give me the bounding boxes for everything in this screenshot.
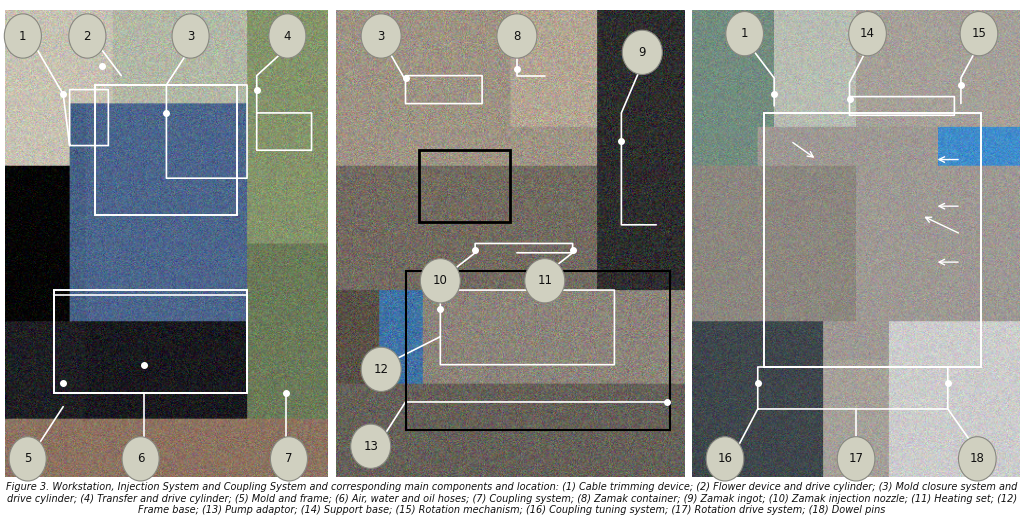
Text: 4: 4: [284, 30, 291, 42]
Text: 16: 16: [718, 452, 732, 465]
Ellipse shape: [958, 437, 996, 481]
Bar: [420, 150, 510, 223]
Text: 17: 17: [849, 452, 863, 465]
Bar: [764, 113, 981, 367]
Text: 3: 3: [378, 30, 385, 42]
Ellipse shape: [9, 437, 46, 481]
Text: 14: 14: [860, 27, 876, 40]
Text: 10: 10: [433, 274, 447, 287]
Text: 9: 9: [639, 46, 646, 59]
Ellipse shape: [4, 14, 41, 58]
Ellipse shape: [361, 347, 401, 392]
Text: Figure 3. Workstation, Injection System and Coupling System and corresponding ma: Figure 3. Workstation, Injection System …: [6, 482, 1018, 515]
Text: 15: 15: [972, 27, 986, 40]
Ellipse shape: [361, 14, 401, 58]
Ellipse shape: [961, 11, 997, 56]
Text: 1: 1: [741, 27, 749, 40]
Bar: [95, 85, 238, 215]
Ellipse shape: [707, 437, 743, 481]
Text: 11: 11: [538, 274, 552, 287]
Text: 7: 7: [286, 452, 293, 465]
Ellipse shape: [524, 258, 565, 303]
Text: 1: 1: [19, 30, 27, 42]
Ellipse shape: [726, 11, 764, 56]
Ellipse shape: [497, 14, 537, 58]
Ellipse shape: [849, 11, 887, 56]
Text: 12: 12: [374, 363, 389, 376]
Ellipse shape: [172, 14, 209, 58]
Text: 8: 8: [513, 30, 520, 42]
Ellipse shape: [350, 424, 391, 468]
Bar: [53, 290, 247, 393]
Text: 3: 3: [187, 30, 195, 42]
Text: 2: 2: [84, 30, 91, 42]
Text: 13: 13: [364, 440, 378, 453]
Ellipse shape: [122, 437, 159, 481]
Text: 18: 18: [970, 452, 985, 465]
Bar: [406, 271, 670, 430]
Ellipse shape: [69, 14, 105, 58]
Ellipse shape: [420, 258, 461, 303]
Text: 6: 6: [137, 452, 144, 465]
Ellipse shape: [269, 14, 306, 58]
Ellipse shape: [838, 437, 874, 481]
Text: 5: 5: [24, 452, 32, 465]
Ellipse shape: [623, 30, 663, 75]
Ellipse shape: [270, 437, 307, 481]
